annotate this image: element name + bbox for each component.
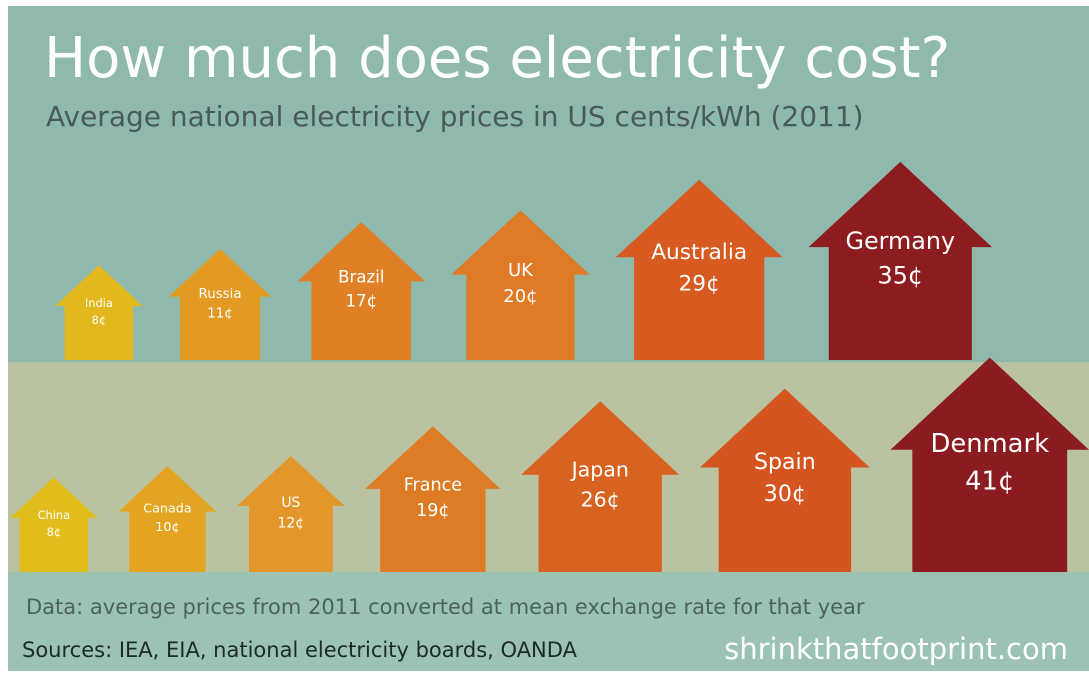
- price-label: 17¢: [345, 292, 377, 311]
- house: [451, 210, 590, 360]
- sources: Sources: IEA, EIA, national electricity …: [22, 638, 578, 662]
- price-label: 20¢: [503, 286, 537, 307]
- country-label: Australia: [651, 240, 747, 265]
- price-label: 26¢: [581, 487, 620, 511]
- chart-title: How much does electricity cost?: [44, 26, 950, 91]
- country-label: Russia: [199, 287, 242, 302]
- house: [521, 401, 680, 572]
- house: [890, 357, 1089, 572]
- country-label: UK: [508, 260, 534, 281]
- site-credit: shrinkthatfootprint.com: [724, 632, 1068, 666]
- price-label: 30¢: [764, 482, 806, 507]
- price-label: 8¢: [92, 313, 106, 327]
- price-label: 11¢: [207, 306, 233, 321]
- country-label: Spain: [754, 450, 816, 475]
- house: [168, 248, 272, 360]
- price-label: 41¢: [965, 467, 1014, 497]
- house: [365, 426, 501, 572]
- country-label: Germany: [846, 227, 956, 255]
- house: [237, 456, 345, 572]
- price-label: 29¢: [678, 271, 719, 296]
- price-label: 12¢: [278, 515, 305, 531]
- price-label: 10¢: [155, 520, 179, 535]
- country-label: Brazil: [338, 267, 384, 286]
- house: [615, 179, 783, 360]
- country-label: Japan: [570, 458, 629, 482]
- country-label: India: [85, 296, 113, 310]
- price-label: 8¢: [47, 525, 61, 539]
- chart-subtitle: Average national electricity prices in U…: [46, 100, 864, 133]
- house: [55, 265, 143, 360]
- house: [699, 388, 870, 572]
- price-label: 19¢: [416, 501, 450, 521]
- house: [10, 477, 98, 572]
- house: [118, 466, 217, 572]
- price-label: 35¢: [878, 261, 923, 289]
- house: [297, 221, 426, 360]
- bottom-band: [8, 572, 1089, 671]
- house: [808, 161, 992, 360]
- country-label: Canada: [143, 502, 191, 517]
- country-label: US: [281, 495, 300, 511]
- data-note: Data: average prices from 2011 converted…: [26, 595, 865, 619]
- country-label: France: [404, 475, 462, 495]
- country-label: Denmark: [930, 429, 1049, 459]
- country-label: China: [38, 508, 71, 522]
